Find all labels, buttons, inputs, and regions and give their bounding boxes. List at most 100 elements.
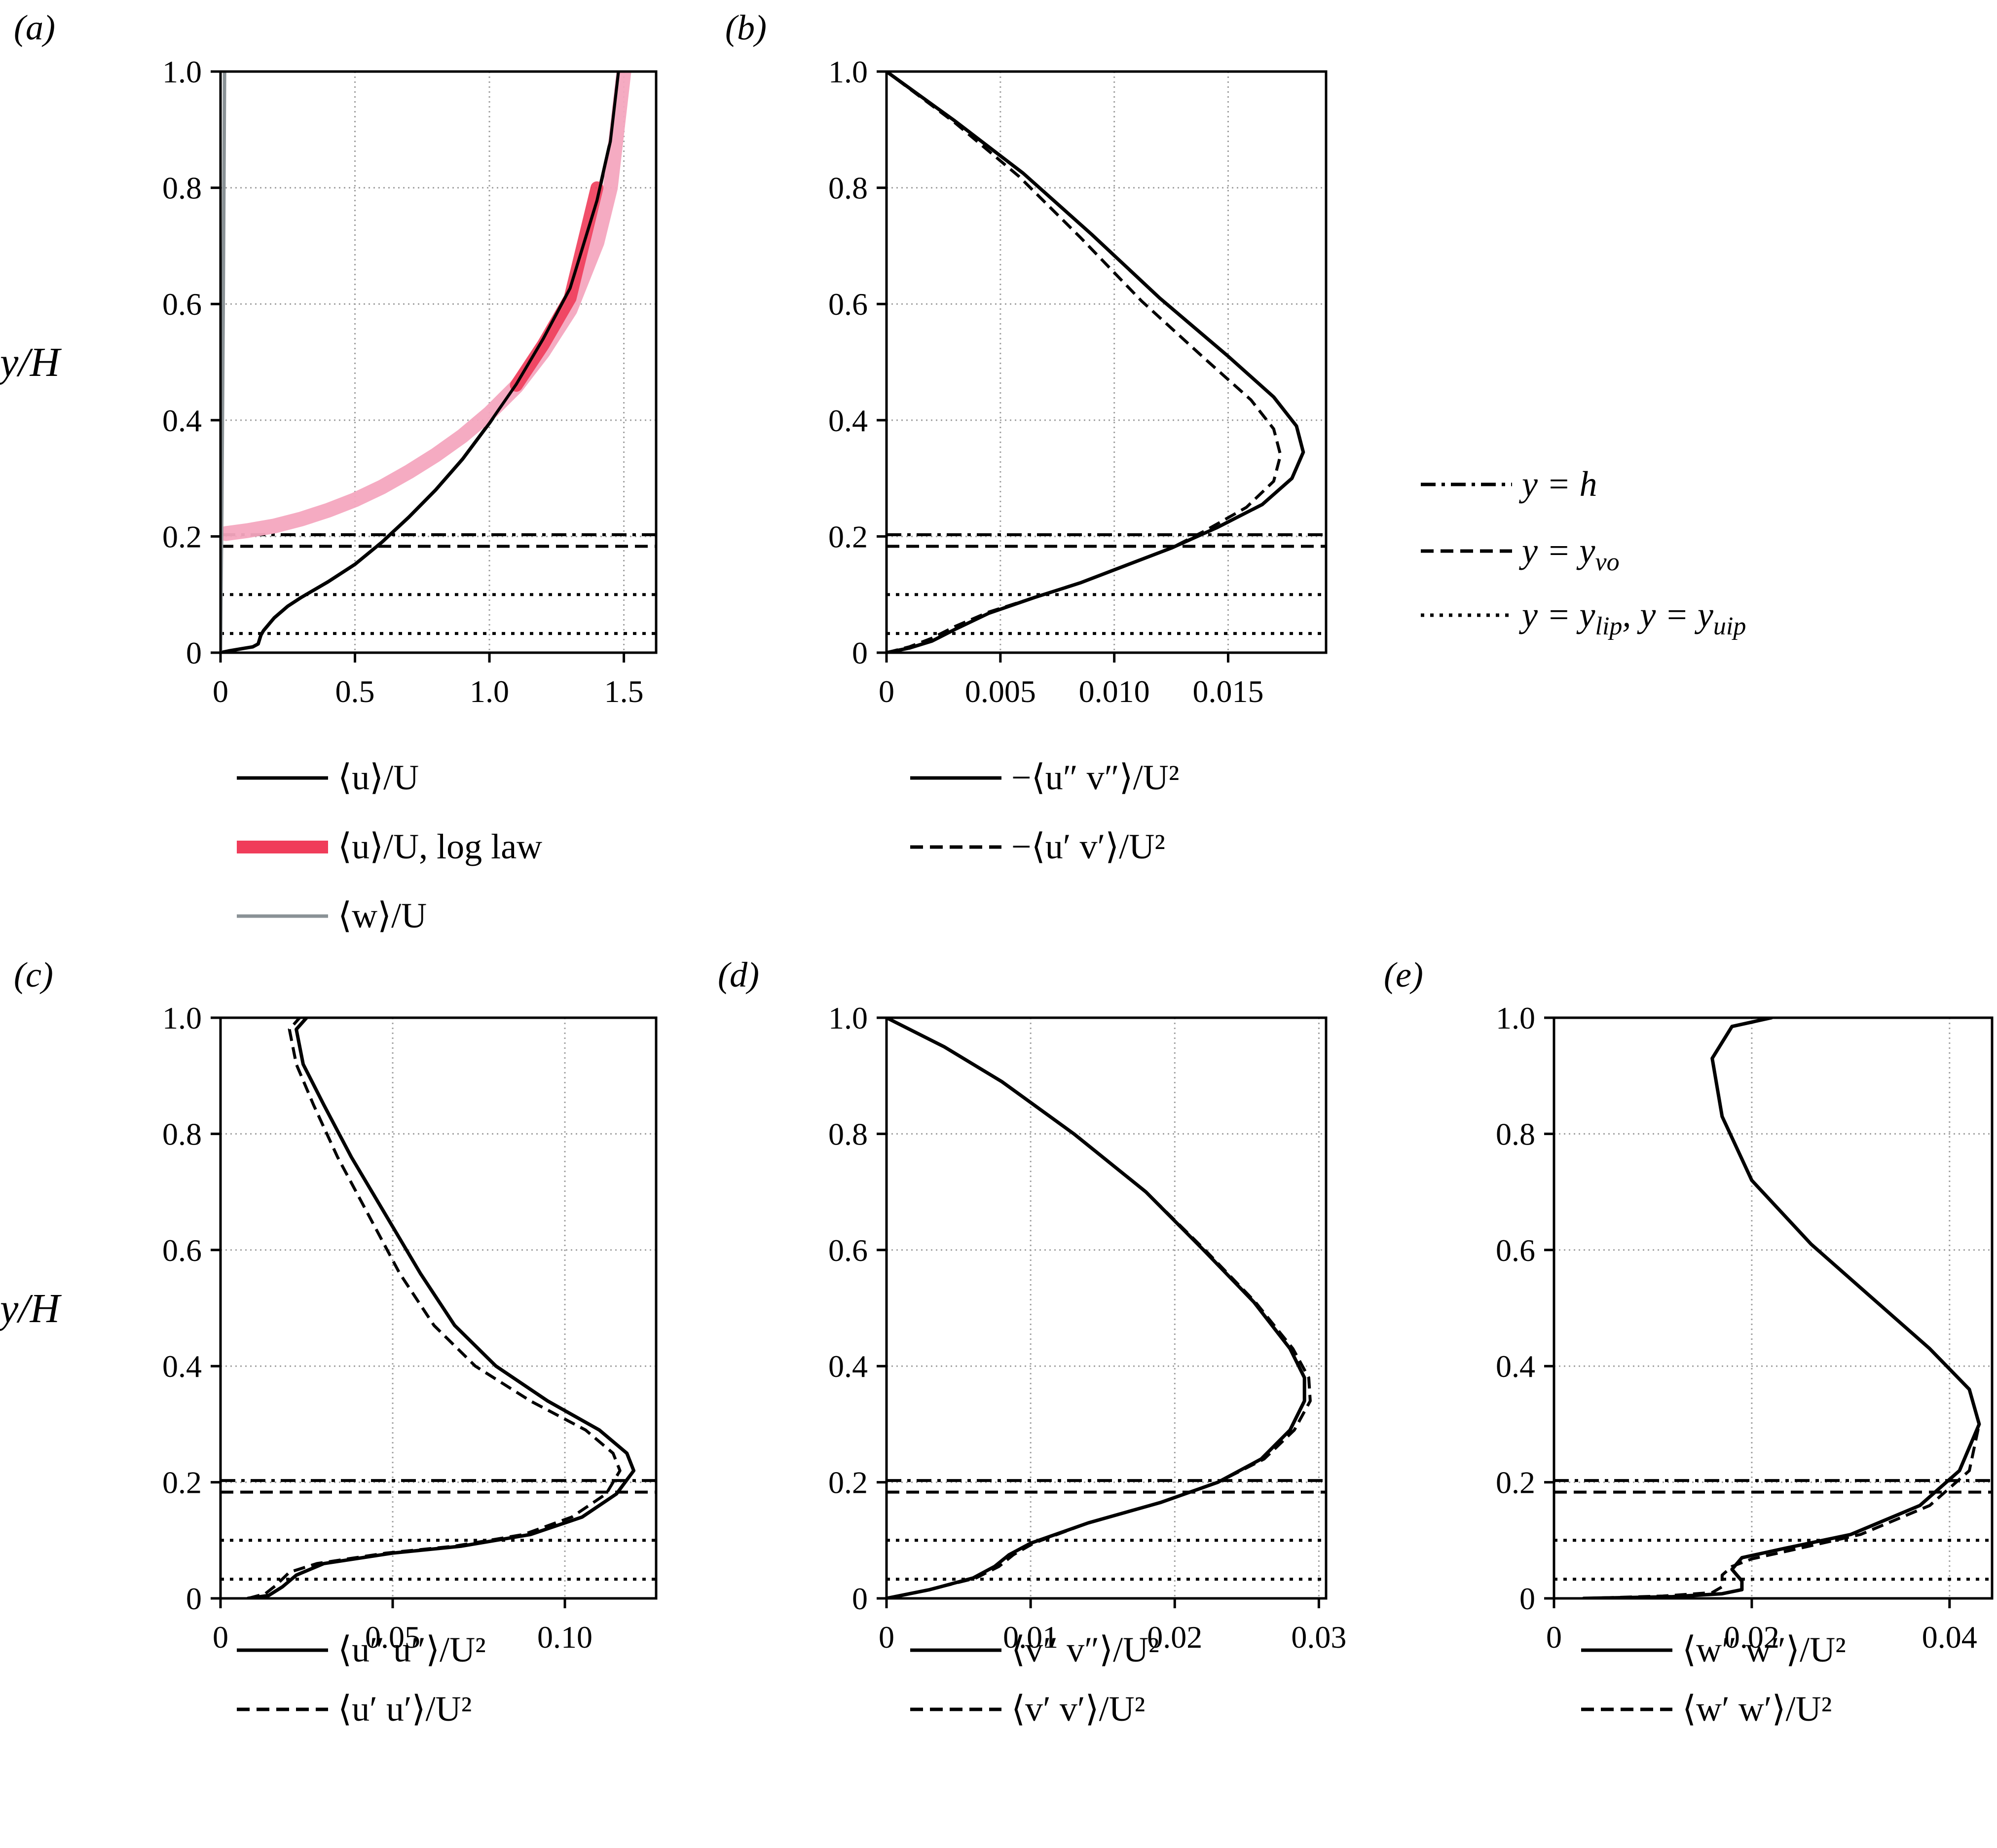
legend-b-label-solid: −⟨u″ v″⟩/U² xyxy=(1011,758,1179,797)
y-tick-label-e: 0.6 xyxy=(1496,1233,1535,1268)
y-tick-label-e: 0 xyxy=(1519,1581,1535,1616)
legend-a: ⟨u⟩/U ⟨u⟩/U, log law ⟨w⟩/U xyxy=(237,758,542,935)
plot-panel-c: 0 0.05 0.10 0 0.2 0.4 0.6 0.8 1.0 xyxy=(162,1000,658,1655)
y-tick-label-c: 0.6 xyxy=(162,1233,202,1268)
y-tick-label-b: 0 xyxy=(852,635,868,670)
legend-a-label-u: ⟨u⟩/U xyxy=(338,758,419,797)
plot-area-c xyxy=(221,1018,656,1598)
y-tick-label-e: 0.2 xyxy=(1496,1465,1535,1500)
axes-frame-d xyxy=(885,1016,1328,1600)
axes-frame-c xyxy=(219,1016,658,1600)
x-tick-label-a: 1.5 xyxy=(604,674,644,709)
plot-panel-a: 0 0.5 1.0 1.5 0 0.2 0.4 0.6 0.8 1.0 xyxy=(162,54,658,709)
series-line-a-0 xyxy=(221,72,621,653)
legend-ref-label-lip-uip: y = ylip, y = yuip xyxy=(1518,595,1746,640)
legend-d: ⟨v″ v″⟩/U² ⟨v′ v′⟩/U² xyxy=(910,1630,1159,1729)
legend-e: ⟨w″ w″⟩/U² ⟨w′ w′⟩/U² xyxy=(1581,1630,1846,1729)
x-tick-label-a: 0 xyxy=(213,674,228,709)
plot-panel-d: 0 0.01 0.02 0.03 0 0.2 0.4 0.6 0.8 1.0 xyxy=(828,1000,1346,1655)
axes-frame-e xyxy=(1553,1016,1994,1600)
y-tick-label-b: 0.4 xyxy=(828,403,868,438)
y-tick-label-b: 0.6 xyxy=(828,287,868,322)
panel-label-d: (d) xyxy=(718,955,759,995)
x-tick-label-c: 0.05 xyxy=(365,1620,420,1655)
x-tick-label-d: 0.02 xyxy=(1147,1620,1202,1655)
x-tick-label-b: 0 xyxy=(879,674,894,709)
y-tick-label-c: 0.8 xyxy=(162,1116,202,1151)
x-tick-label-a: 1.0 xyxy=(470,674,509,709)
x-tick-label-d: 0 xyxy=(879,1620,894,1655)
x-tick-label-c: 0.10 xyxy=(537,1620,592,1655)
series-line-b-1 xyxy=(887,72,1282,653)
y-tick-label-a: 0.6 xyxy=(162,287,202,322)
legend-a-label-w: ⟨w⟩/U xyxy=(338,896,427,935)
axes-frame-a xyxy=(219,70,658,654)
y-tick-label-d: 0.6 xyxy=(828,1233,868,1268)
y-tick-label-a: 0.4 xyxy=(162,403,202,438)
x-tick-label-d: 0.03 xyxy=(1291,1620,1346,1655)
plot-panel-e: 0 0.02 0.04 0 0.2 0.4 0.6 0.8 1.0 xyxy=(1496,1000,1994,1655)
x-tick-label-b: 0.005 xyxy=(965,674,1036,709)
series-line-c-1 xyxy=(248,1018,622,1598)
plot-area-a xyxy=(221,72,656,653)
series-line-e-0 xyxy=(1582,1018,1981,1598)
y-tick-label-e: 0.4 xyxy=(1496,1349,1535,1384)
y-tick-label-c: 0.2 xyxy=(162,1465,202,1500)
y-tick-label-d: 0.8 xyxy=(828,1116,868,1151)
y-tick-label-a: 1.0 xyxy=(162,54,202,89)
x-tick-label-d: 0.01 xyxy=(1003,1620,1058,1655)
legend-ref-label-h: y = h xyxy=(1518,464,1597,504)
y-tick-label-e: 1.0 xyxy=(1496,1000,1535,1035)
y-tick-label-d: 0.4 xyxy=(828,1349,868,1384)
y-tick-label-b: 0.8 xyxy=(828,171,868,206)
x-tick-label-c: 0 xyxy=(213,1620,228,1655)
y-tick-label-d: 0.2 xyxy=(828,1465,868,1500)
x-tick-label-e: 0.02 xyxy=(1724,1620,1779,1655)
legend-b: −⟨u″ v″⟩/U² −⟨u′ v′⟩/U² xyxy=(910,758,1179,866)
plot-panel-b: 0 0.005 0.010 0.015 0 0.2 0.4 0.6 0.8 1.0 xyxy=(828,54,1328,709)
series-line-c-0 xyxy=(246,1018,636,1598)
x-tick-label-a: 0.5 xyxy=(335,674,375,709)
panel-label-b: (b) xyxy=(725,8,767,47)
x-tick-label-e: 0.04 xyxy=(1922,1620,1977,1655)
y-tick-label-b: 1.0 xyxy=(828,54,868,89)
y-tick-label-d: 0 xyxy=(852,1581,868,1616)
y-tick-label-a: 0 xyxy=(186,635,202,670)
legend-reference-lines: y = h y = yvo y = ylip, y = yuip xyxy=(1421,464,1746,640)
x-tick-label-e: 0 xyxy=(1546,1620,1562,1655)
legend-c-label-solid: ⟨u″ u″⟩/U² xyxy=(338,1630,486,1669)
y-tick-label-e: 0.8 xyxy=(1496,1116,1535,1151)
y-tick-label-d: 1.0 xyxy=(828,1000,868,1035)
series-line-b-0 xyxy=(887,72,1305,653)
legend-c-label-dashed: ⟨u′ u′⟩/U² xyxy=(338,1689,472,1729)
y-tick-label-a: 0.2 xyxy=(162,519,202,554)
ylabel-a: y/H xyxy=(0,339,62,385)
y-tick-label-a: 0.8 xyxy=(162,171,202,206)
series-line-overlay-a-0 xyxy=(221,72,620,653)
series-line-e-1 xyxy=(1584,1018,1981,1598)
plot-area-b xyxy=(887,72,1326,653)
plot-area-e xyxy=(1554,1018,1992,1598)
panel-label-e: (e) xyxy=(1384,955,1423,995)
series-line-d-0 xyxy=(887,1018,1306,1598)
panel-label-c: (c) xyxy=(14,955,53,995)
y-tick-label-c: 1.0 xyxy=(162,1000,202,1035)
y-tick-label-c: 0.4 xyxy=(162,1349,202,1384)
legend-a-label-loglaw: ⟨u⟩/U, log law xyxy=(338,827,542,866)
panel-label-a: (a) xyxy=(14,8,55,47)
y-tick-label-c: 0 xyxy=(186,1581,202,1616)
plot-area-d xyxy=(887,1018,1326,1598)
x-tick-label-b: 0.015 xyxy=(1192,674,1263,709)
legend-e-label-solid: ⟨w″ w″⟩/U² xyxy=(1682,1630,1846,1669)
legend-c: ⟨u″ u″⟩/U² ⟨u′ u′⟩/U² xyxy=(237,1630,486,1729)
x-tick-label-b: 0.010 xyxy=(1079,674,1150,709)
legend-ref-label-vo: y = yvo xyxy=(1518,531,1620,576)
y-tick-label-b: 0.2 xyxy=(828,519,868,554)
legend-d-label-solid: ⟨v″ v″⟩/U² xyxy=(1011,1630,1159,1669)
legend-b-label-dashed: −⟨u′ v′⟩/U² xyxy=(1011,827,1165,866)
legend-d-label-dashed: ⟨v′ v′⟩/U² xyxy=(1011,1689,1145,1729)
series-line-d-1 xyxy=(887,1018,1312,1598)
axes-frame-b xyxy=(885,70,1328,654)
ylabel-c: y/H xyxy=(0,1286,62,1331)
